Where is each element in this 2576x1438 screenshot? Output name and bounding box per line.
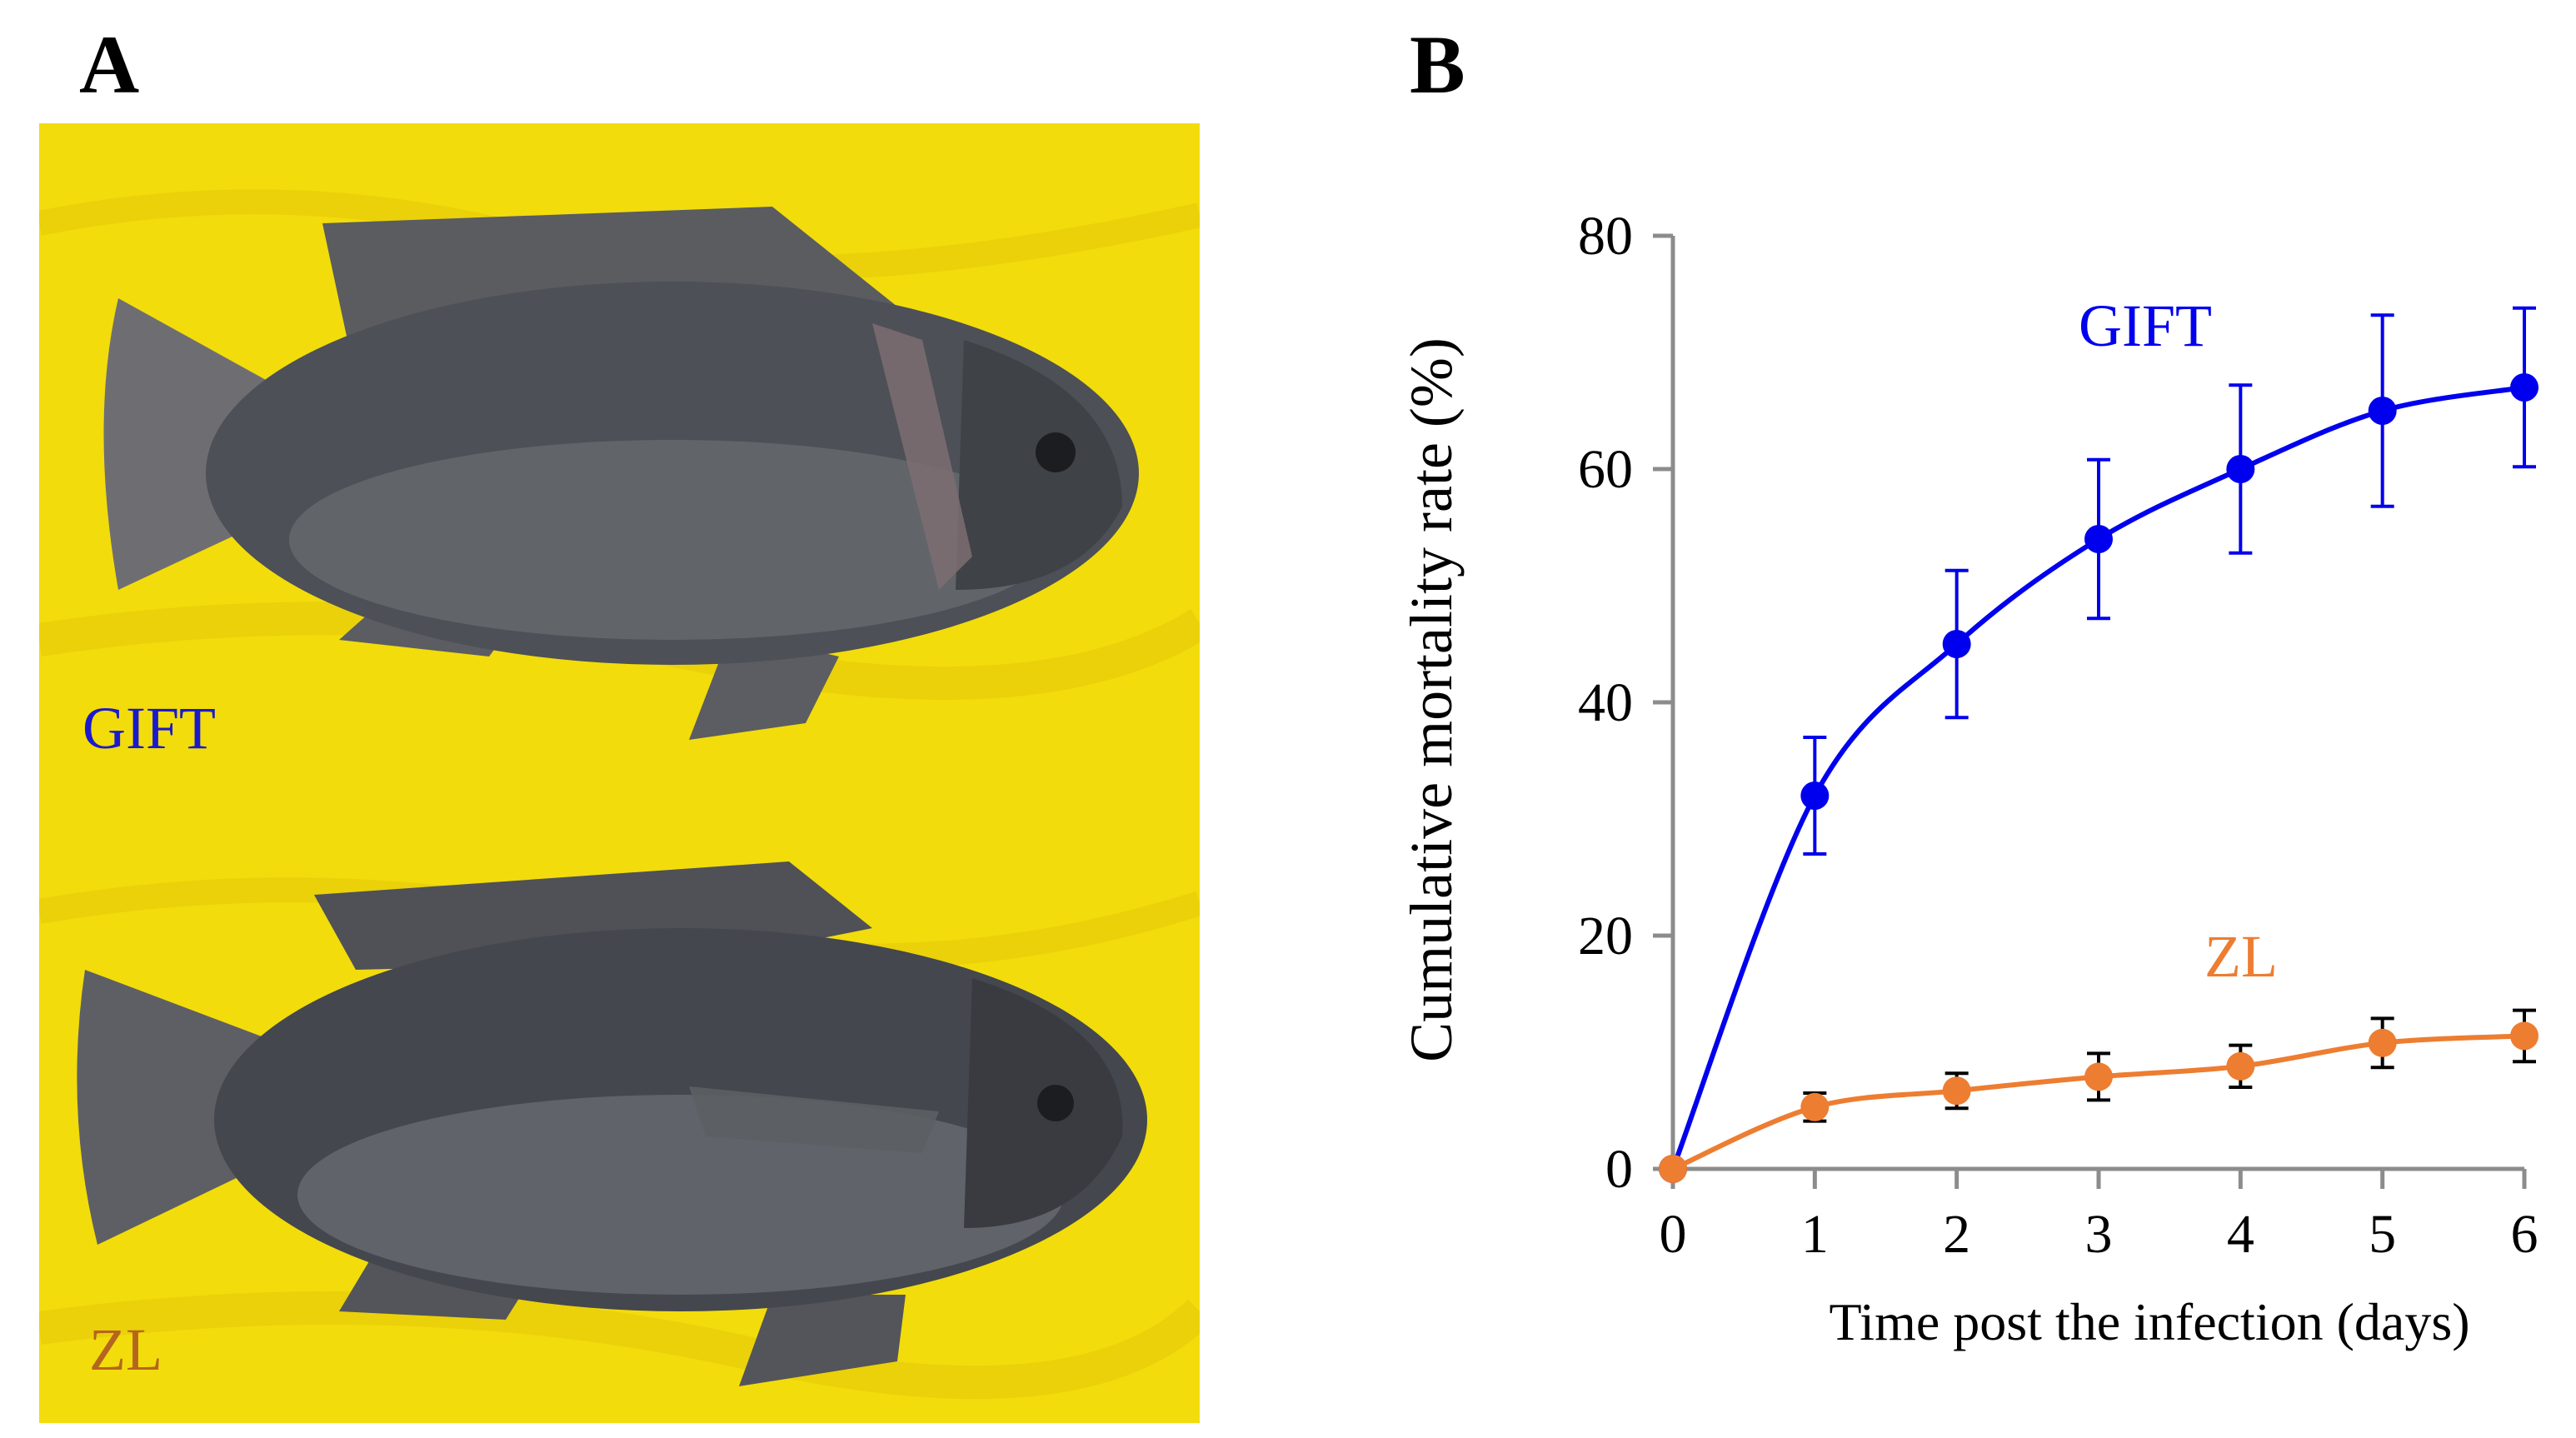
fish-illustration-zl xyxy=(39,778,1200,1423)
data-point-zl xyxy=(2084,1062,2113,1091)
y-tick-label: 60 xyxy=(1578,439,1633,500)
x-axis-label: Time post the infection (days) xyxy=(1829,1292,2469,1351)
y-tick-label: 20 xyxy=(1578,906,1633,966)
x-tick-label: 1 xyxy=(1801,1204,1829,1265)
series-label-gift: GIFT xyxy=(2079,292,2212,359)
y-axis-label: Cumulative mortality rate (%) xyxy=(1398,337,1465,1062)
data-point-gift xyxy=(1800,781,1830,810)
data-point-gift xyxy=(2510,373,2539,402)
x-tick-label: 3 xyxy=(2085,1204,2113,1265)
chart-ticks: 0 20 40 60 80 0 1 2 3 4 5 6 xyxy=(1578,206,2539,1265)
x-tick-label: 4 xyxy=(2227,1204,2254,1265)
data-point-gift xyxy=(1942,630,1971,658)
panel-a-letter: A xyxy=(79,18,140,111)
panel-b-letter: B xyxy=(1410,18,1465,111)
fish-photo-gift: GIFT xyxy=(39,123,1200,778)
data-point-zl xyxy=(1659,1155,1687,1183)
data-point-zl xyxy=(1942,1076,1971,1106)
data-point-zl xyxy=(1800,1092,1830,1121)
photo-label-zl: ZL xyxy=(89,1316,162,1383)
y-tick-label: 80 xyxy=(1578,206,1633,267)
y-tick-label: 40 xyxy=(1578,672,1633,733)
chart-axes xyxy=(1670,236,2524,1171)
photo-label-gift: GIFT xyxy=(82,695,216,761)
data-point-gift xyxy=(2226,455,2255,483)
data-point-zl xyxy=(2368,1028,2397,1057)
chart-series xyxy=(1659,306,2539,1183)
data-point-zl xyxy=(2510,1021,2539,1051)
series-label-zl: ZL xyxy=(2204,923,2278,990)
data-point-gift xyxy=(2368,397,2397,425)
y-tick-label: 0 xyxy=(1605,1139,1633,1200)
x-tick-label: 2 xyxy=(1943,1204,1970,1265)
data-point-gift xyxy=(2084,525,2113,553)
x-tick-label: 6 xyxy=(2511,1204,2539,1265)
fish-photo-zl: ZL xyxy=(39,778,1200,1423)
x-tick-label: 0 xyxy=(1660,1204,1687,1265)
data-point-zl xyxy=(2226,1051,2255,1081)
fish-illustration-gift xyxy=(39,123,1200,778)
x-tick-label: 5 xyxy=(2369,1204,2396,1265)
